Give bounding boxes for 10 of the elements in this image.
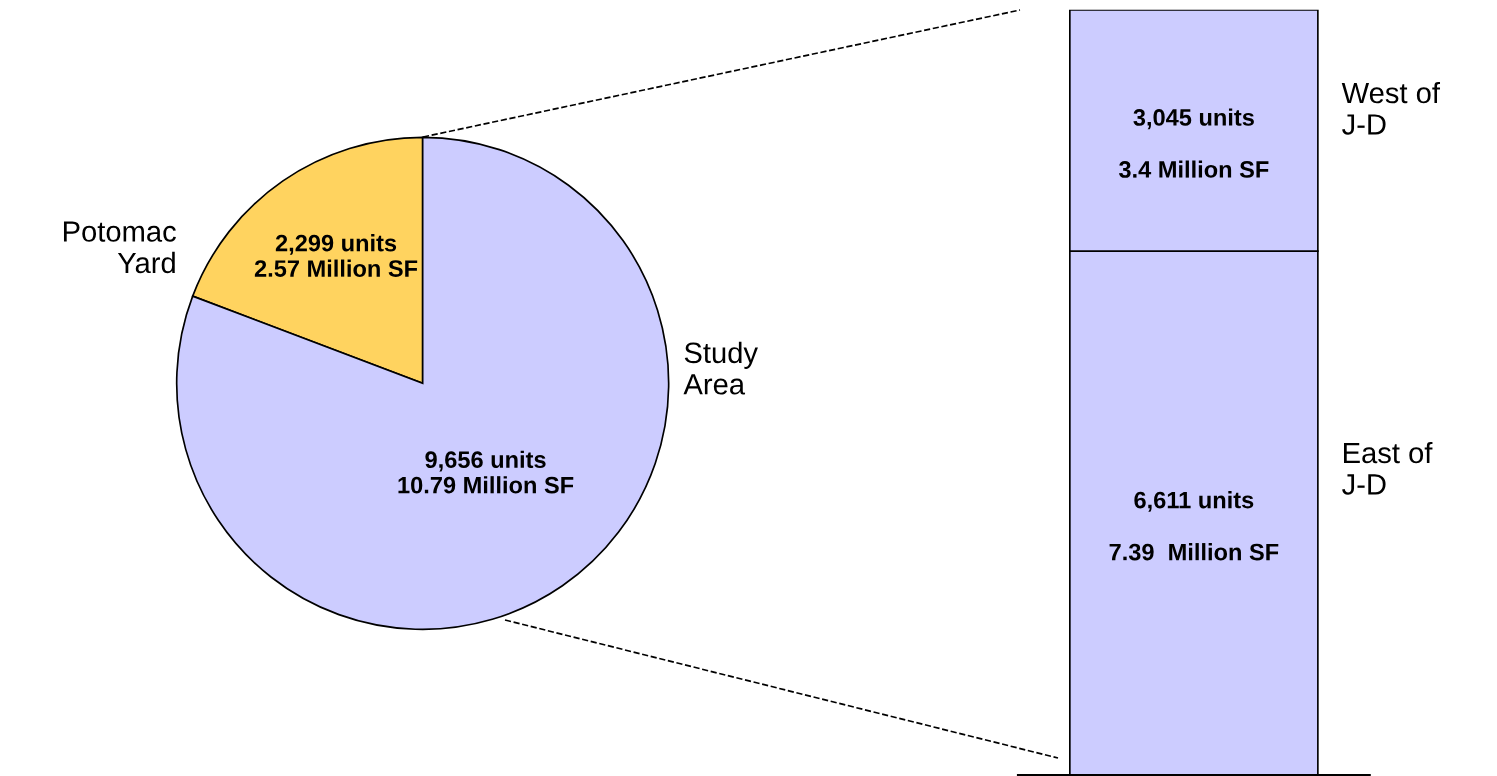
series-label: East of J-D	[1342, 441, 1433, 495]
annotation: 3.4 Million SF	[1118, 160, 1269, 178]
data-label: 9,656 units 10.79 Million SF	[398, 450, 574, 494]
annotation: 7.39 Million SF	[1109, 543, 1279, 561]
series-label: West of J-D	[1341, 81, 1441, 135]
data-label: 6,611 units	[1134, 491, 1254, 512]
slice-label: Study Area	[683, 341, 758, 395]
data-label: 3,045 units	[1133, 108, 1254, 130]
slice-label: Potomac Yard	[63, 221, 176, 274]
data-label: 2,299 units 2.57 Million SF	[254, 234, 418, 277]
